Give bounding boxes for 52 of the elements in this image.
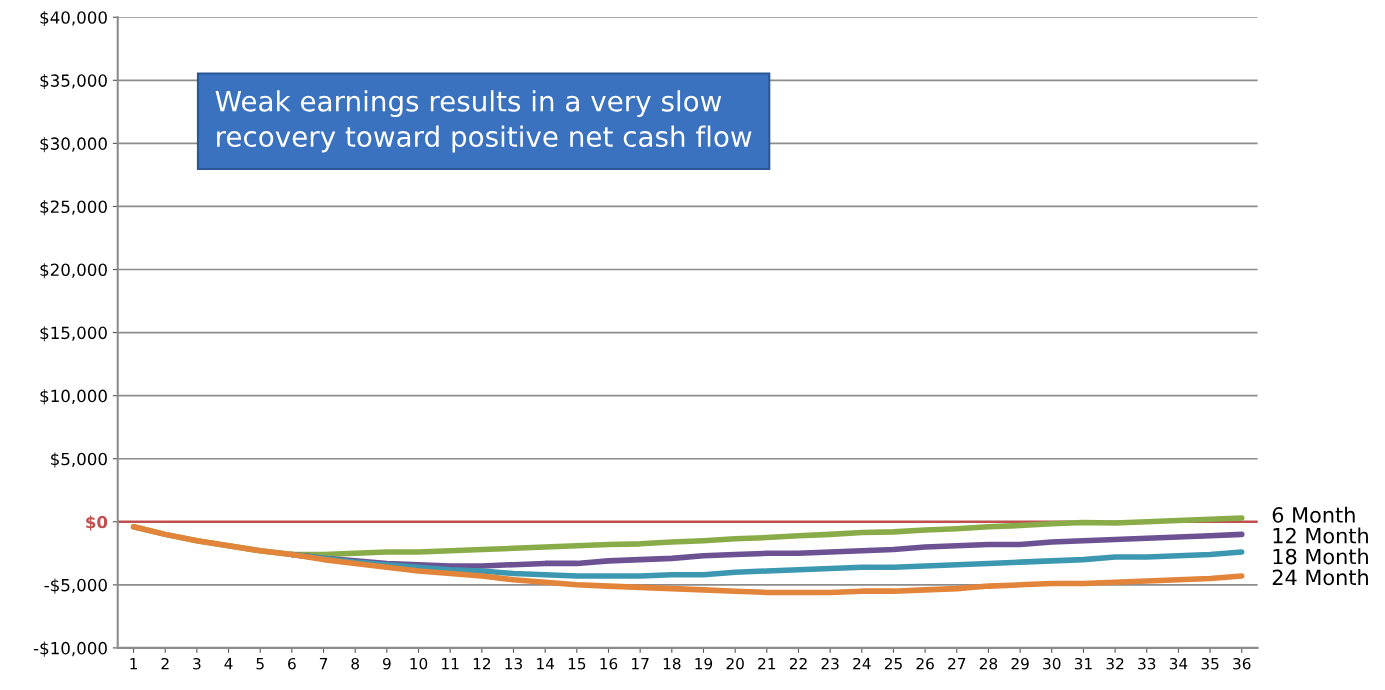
x-tick-label: 36: [1233, 657, 1251, 670]
series-label: 18 Month: [1273, 548, 1368, 565]
x-tick-label: 23: [821, 657, 839, 670]
x-tick-label: 16: [600, 657, 618, 670]
x-tick-label: 3: [193, 657, 201, 670]
x-tick-label: 27: [948, 657, 966, 670]
series-label: 24 Month: [1272, 569, 1368, 586]
x-tick-label: 11: [442, 658, 459, 670]
x-tick-label: 22: [789, 657, 807, 670]
y-tick-label: $40,000: [40, 10, 107, 27]
annotation: Weak earnings results in a very slow recovery toward positive net cash flow: [215, 90, 752, 153]
x-tick-label: 7: [319, 658, 328, 670]
x-tick-label: 12: [473, 657, 491, 670]
y-tick-label: $25,000: [40, 200, 107, 216]
x-tick-label: 5: [256, 658, 264, 670]
x-tick-label: 17: [632, 658, 649, 670]
x-tick-label: 6: [288, 657, 296, 670]
x-tick-label: 4: [224, 658, 233, 670]
x-tick-label: 35: [1201, 657, 1219, 670]
series-label: 12 Month: [1273, 527, 1368, 544]
y-tick-label: $5,000: [51, 452, 107, 468]
x-tick-label: 13: [505, 657, 522, 670]
x-tick-label: 21: [758, 657, 776, 670]
x-tick-label: 18: [663, 657, 681, 670]
x-tick-label: 19: [695, 657, 713, 670]
x-tick-label: 20: [726, 657, 744, 670]
x-tick-label: 25: [884, 657, 902, 670]
x-tick-label: 34: [1169, 657, 1188, 670]
x-tick-label: 29: [1011, 657, 1029, 670]
x-tick-label: 2: [161, 657, 169, 670]
y-tick-label: $0: [86, 515, 108, 531]
x-tick-label: 33: [1138, 657, 1156, 670]
x-tick-label: 9: [382, 657, 391, 670]
y-tick-label: $15,000: [40, 326, 107, 342]
x-tick-label: 30: [1043, 657, 1061, 670]
x-tick-label: 32: [1106, 657, 1124, 670]
x-tick-label: 15: [568, 658, 586, 670]
x-tick-label: 28: [979, 657, 998, 670]
y-tick-label: $20,000: [40, 263, 107, 279]
x-tick-label: 10: [410, 657, 428, 670]
series-label: 6 Month: [1272, 506, 1355, 523]
x-tick-label: 1: [130, 658, 138, 670]
y-tick-label: $35,000: [40, 73, 107, 90]
x-tick-label: 31: [1074, 657, 1092, 670]
x-tick-label: 8: [351, 657, 360, 670]
x-tick-label: 26: [916, 657, 934, 670]
y-tick-label: -$10,000: [33, 641, 107, 657]
x-tick-label: 24: [853, 657, 871, 670]
x-tick-label: 14: [537, 658, 555, 670]
y-tick-label: $30,000: [40, 137, 107, 153]
y-tick-label: -$5,000: [44, 578, 107, 594]
y-tick-label: $10,000: [40, 389, 107, 405]
